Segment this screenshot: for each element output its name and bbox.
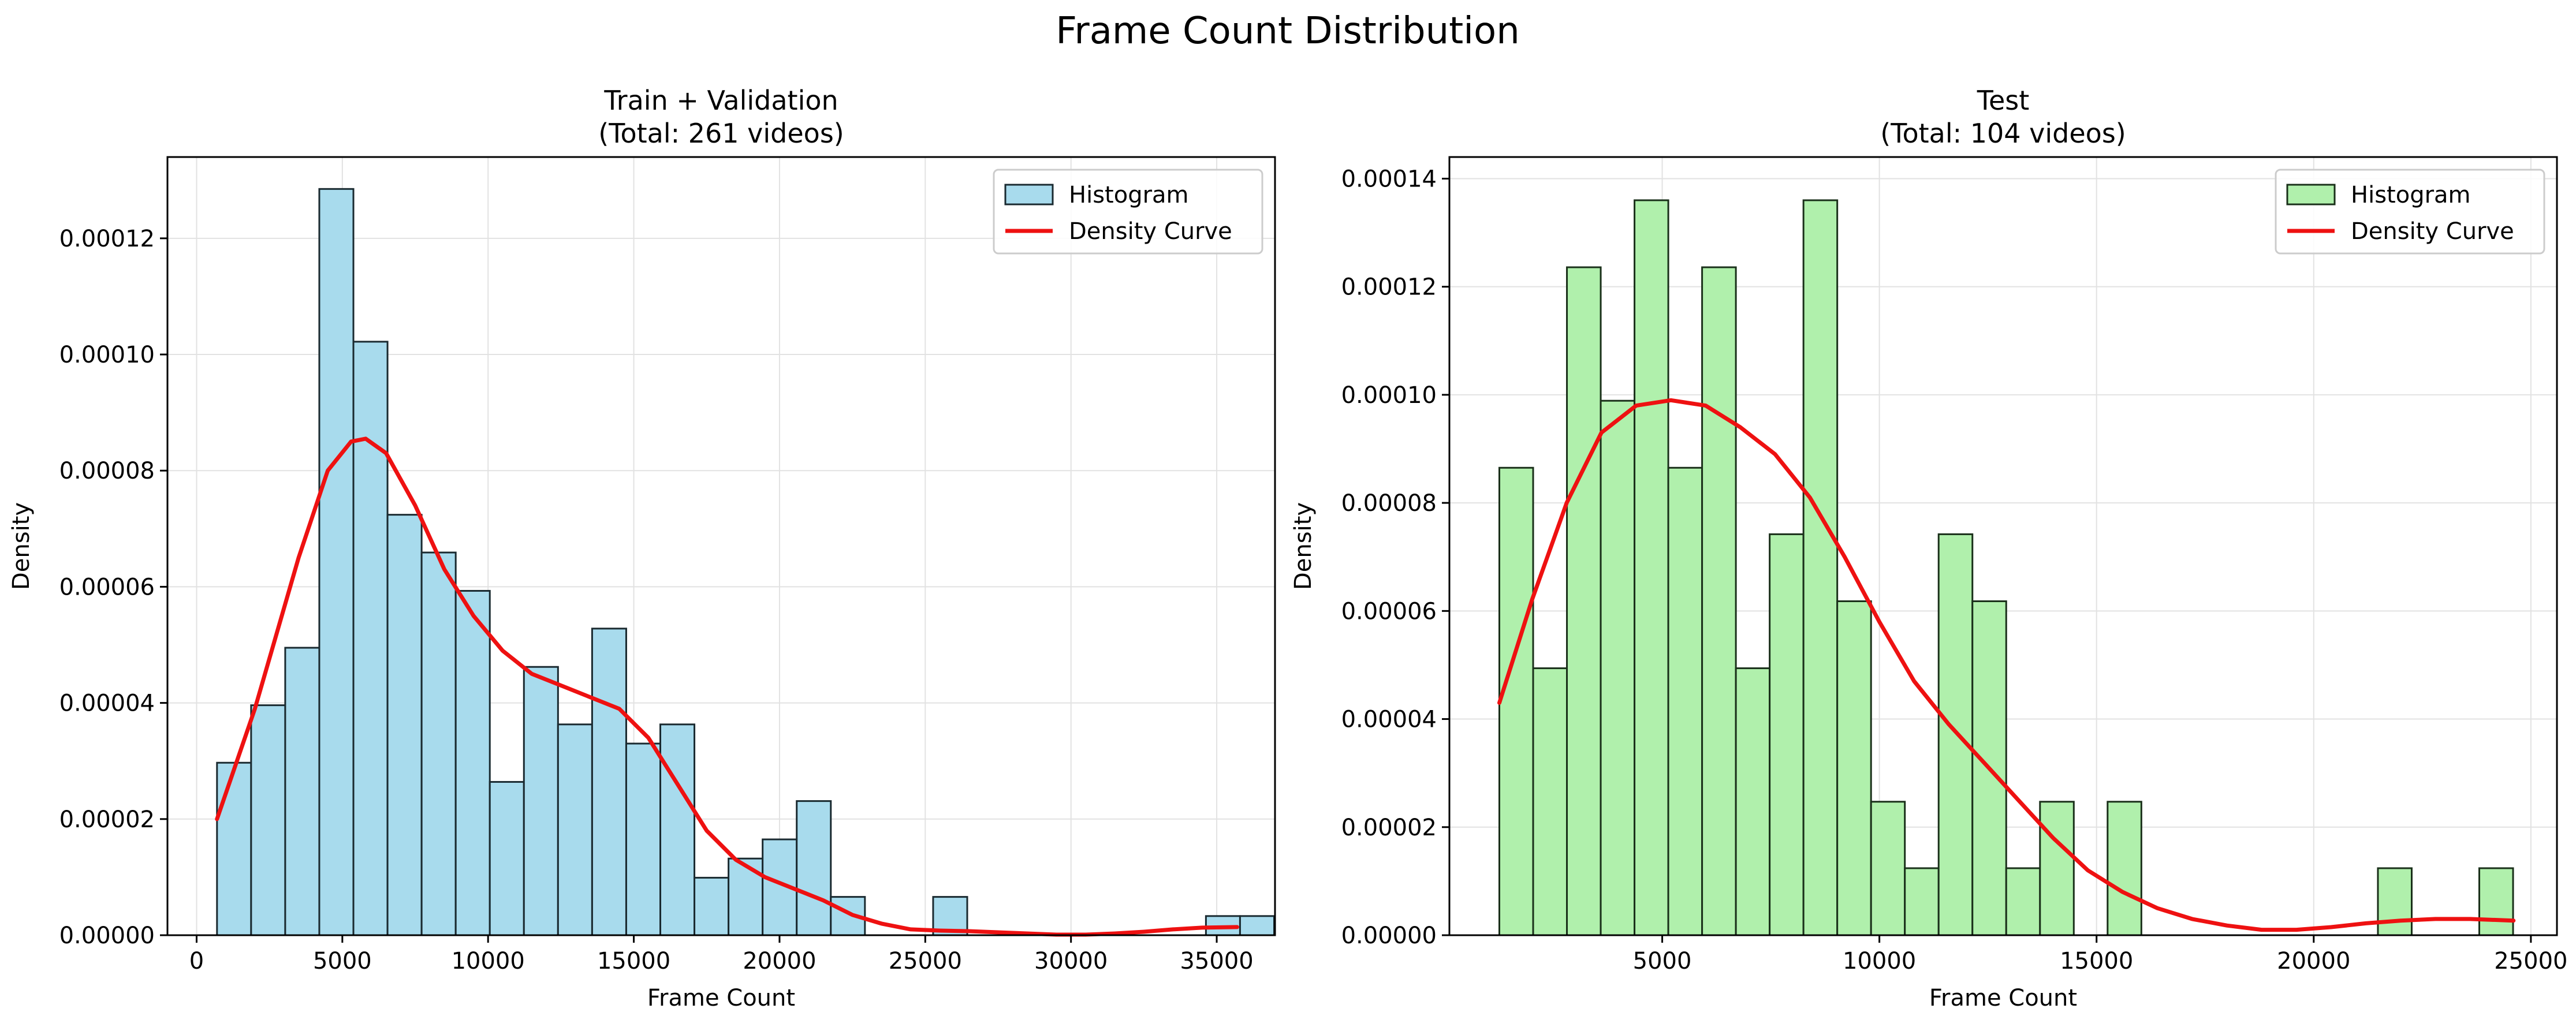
x-tick-label: 20000 bbox=[743, 948, 816, 974]
legend-label-density: Density Curve bbox=[1069, 218, 1232, 245]
x-tick-label: 5000 bbox=[313, 948, 372, 974]
histogram-bar bbox=[216, 761, 252, 936]
x-tick-label: 15000 bbox=[2060, 948, 2133, 974]
x-axis-label: Frame Count bbox=[647, 985, 795, 1011]
y-axis-label: Density bbox=[1290, 502, 1317, 590]
histogram-bar bbox=[318, 188, 355, 936]
histogram-bar bbox=[454, 589, 491, 936]
histogram-bar bbox=[728, 857, 764, 936]
y-axis-label: Density bbox=[8, 502, 35, 590]
legend: Histogram Density Curve bbox=[993, 169, 1263, 255]
histogram-bar bbox=[1239, 915, 1275, 936]
x-tick-label: 15000 bbox=[597, 948, 670, 974]
y-tick-label: 0.00000 bbox=[1341, 923, 1437, 949]
panel-subtitle: (Total: 261 videos) bbox=[598, 118, 844, 149]
legend-frame bbox=[2275, 169, 2545, 255]
histogram-bar bbox=[1836, 600, 1872, 936]
panel-subtitle: (Total: 104 videos) bbox=[1880, 118, 2126, 149]
histogram-bar bbox=[523, 666, 559, 936]
legend-label-histogram: Histogram bbox=[1069, 182, 1189, 208]
y-tick-label: 0.00010 bbox=[1341, 382, 1437, 409]
x-tick-label: 35000 bbox=[1180, 948, 1253, 974]
legend-swatch-histogram bbox=[2286, 184, 2336, 206]
axes-frame bbox=[1448, 156, 2558, 936]
histogram-bar bbox=[1870, 801, 1906, 936]
histogram-bar bbox=[489, 780, 525, 936]
histogram-bar bbox=[284, 647, 320, 936]
histogram-bar bbox=[1735, 667, 1771, 936]
legend-label-histogram: Histogram bbox=[2351, 182, 2471, 208]
y-tick-label: 0.00010 bbox=[59, 342, 155, 368]
y-tick-label: 0.00002 bbox=[1341, 815, 1437, 841]
legend-swatch-histogram bbox=[1004, 184, 1054, 206]
density-curve-line bbox=[1497, 398, 2516, 932]
panel-title: Train + Validation bbox=[603, 85, 838, 116]
histogram-bar bbox=[2107, 801, 2142, 936]
histogram-bar bbox=[420, 551, 457, 936]
histogram-bar bbox=[1566, 266, 1602, 936]
histogram-bar bbox=[1937, 533, 1974, 936]
panel-test: 5000 10000 15000 20000 25000 0.00000 0.00002 0.… bbox=[1290, 85, 2567, 1011]
histogram-bar bbox=[1532, 667, 1568, 936]
histogram-bar bbox=[1701, 266, 1737, 936]
x-tick-label: 5000 bbox=[1633, 948, 1692, 974]
y-tick-label: 0.00006 bbox=[59, 574, 155, 600]
histogram-bar bbox=[250, 704, 286, 936]
y-tick-label: 0.00006 bbox=[1341, 598, 1437, 625]
x-tick-label: 0 bbox=[189, 948, 204, 974]
histogram-bar bbox=[2039, 801, 2075, 936]
axes-frame bbox=[166, 156, 1276, 936]
histogram-bar bbox=[1498, 466, 1534, 936]
y-tick-label: 0.00012 bbox=[1341, 274, 1437, 301]
histogram-bar bbox=[625, 742, 662, 936]
y-tick-label: 0.00008 bbox=[59, 458, 155, 484]
histogram-bar bbox=[1634, 199, 1669, 936]
figure-suptitle: Frame Count Distribution bbox=[1056, 10, 1520, 53]
histogram-bar bbox=[1600, 399, 1636, 936]
legend-label-density: Density Curve bbox=[2351, 218, 2514, 245]
histogram-bar bbox=[2478, 867, 2514, 936]
histogram-bar bbox=[352, 341, 389, 936]
x-tick-label: 10000 bbox=[1843, 948, 1916, 974]
y-tick-label: 0.00014 bbox=[1341, 166, 1437, 192]
histogram-bar bbox=[386, 514, 423, 936]
histogram-bar bbox=[2377, 867, 2413, 936]
histogram-bar bbox=[694, 876, 730, 936]
histogram-bar bbox=[1802, 199, 1839, 936]
y-tick-label: 0.00002 bbox=[59, 806, 155, 833]
histogram-bar bbox=[557, 723, 593, 936]
histogram-bar bbox=[1667, 466, 1703, 936]
y-tick-label: 0.00004 bbox=[1341, 707, 1437, 733]
y-tick-label: 0.00008 bbox=[1341, 490, 1437, 517]
x-tick-label: 10000 bbox=[452, 948, 525, 974]
y-tick-label: 0.00004 bbox=[59, 690, 155, 717]
legend: Histogram Density Curve bbox=[2275, 169, 2545, 255]
y-tick-label: 0.00000 bbox=[59, 923, 155, 949]
histogram-bar bbox=[1904, 867, 1940, 936]
x-tick-label: 25000 bbox=[889, 948, 962, 974]
y-tick-label: 0.00012 bbox=[59, 226, 155, 252]
legend-frame bbox=[993, 169, 1263, 255]
histogram-bar bbox=[2005, 867, 2041, 936]
histogram-bar bbox=[591, 628, 627, 936]
histogram-bar bbox=[659, 723, 696, 936]
histogram-bar bbox=[796, 800, 832, 936]
x-tick-label: 25000 bbox=[2494, 948, 2567, 974]
histogram-bar bbox=[1769, 533, 1805, 936]
panel-title: Test bbox=[1977, 85, 2030, 116]
x-tick-label: 20000 bbox=[2277, 948, 2350, 974]
x-axis-label: Frame Count bbox=[1929, 985, 2077, 1011]
panel-train-validation: 0 5000 10000 15000 20000 25000 30000 35000 0.000… bbox=[8, 85, 1276, 1011]
x-tick-label: 30000 bbox=[1034, 948, 1108, 974]
